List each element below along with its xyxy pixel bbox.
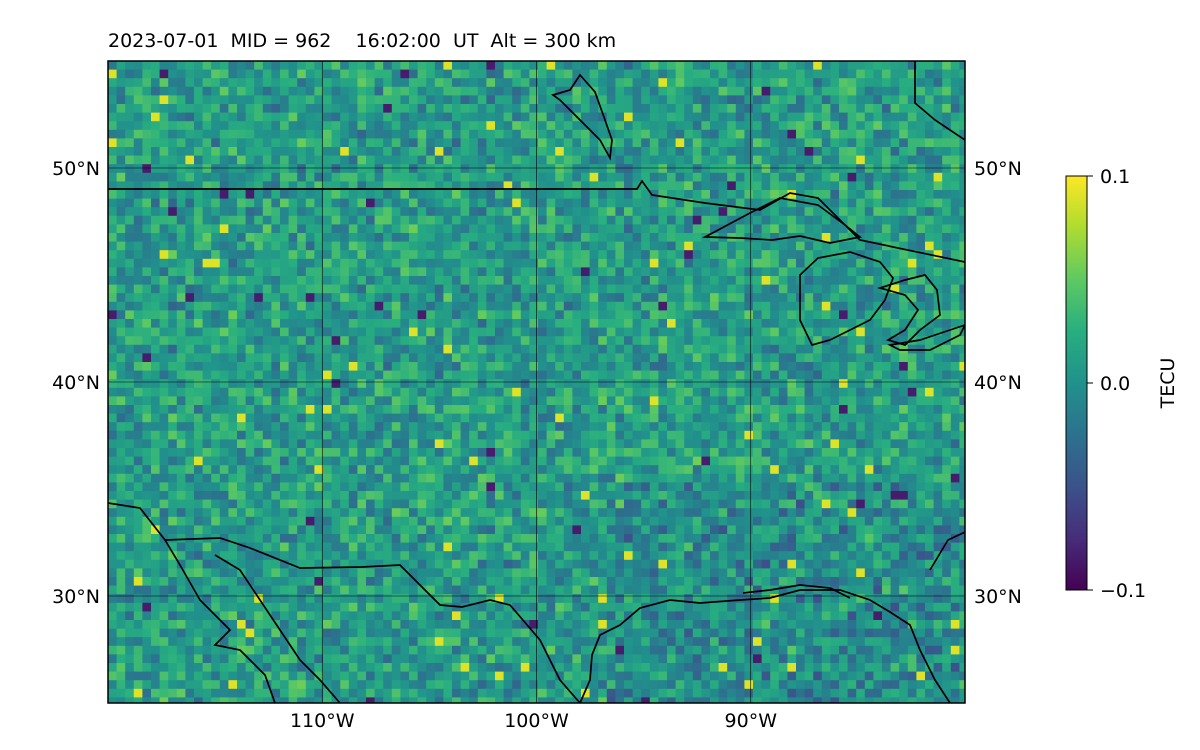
lake-superior-outline [701, 197, 862, 244]
gulf-coast-east [742, 584, 851, 599]
axis-labels: 50°N 50°N 40°N 40°N 30°N 30°N 110°W 100°W 90°W [52, 158, 1022, 732]
us-canada-border [108, 179, 965, 263]
east-coast-outline [914, 61, 965, 141]
lake-erie-outline [887, 324, 965, 351]
colorbar-ticks: 0.1 0.0 −0.1 [1087, 166, 1146, 602]
colorbar-tick-label: 0.0 [1100, 373, 1130, 395]
tec-raster [108, 61, 965, 703]
lake-huron-outline [877, 274, 941, 346]
map-frame [107, 60, 966, 704]
lat-label-right: 50°N [974, 158, 1022, 180]
lat-label-left: 30°N [52, 586, 100, 608]
gulf-of-california [214, 554, 341, 703]
lat-label-right: 40°N [974, 372, 1022, 394]
colorbar-label: TECU [1157, 357, 1179, 409]
mexico-gulf-coast [579, 589, 951, 703]
gridlines [108, 61, 965, 703]
lat-label-left: 40°N [52, 372, 100, 394]
colorbar [1065, 175, 1088, 591]
florida-coast [929, 531, 965, 571]
lat-label-right: 30°N [974, 586, 1022, 608]
lon-label: 90°W [725, 710, 778, 732]
colorbar-tick-label: −0.1 [1100, 580, 1146, 602]
coastlines [108, 61, 965, 703]
colorbar-tick-label: 0.1 [1100, 166, 1130, 188]
map-title: 2023-07-01 MID = 962 16:02:00 UT Alt = 3… [108, 30, 617, 52]
us-mexico-border [108, 502, 581, 703]
lake-michigan-outline [799, 251, 894, 347]
lon-label: 110°W [290, 710, 355, 732]
baja-coast [164, 539, 276, 703]
lon-label: 100°W [504, 710, 569, 732]
lat-label-left: 50°N [52, 158, 100, 180]
hudson-bay-outline [551, 73, 613, 161]
